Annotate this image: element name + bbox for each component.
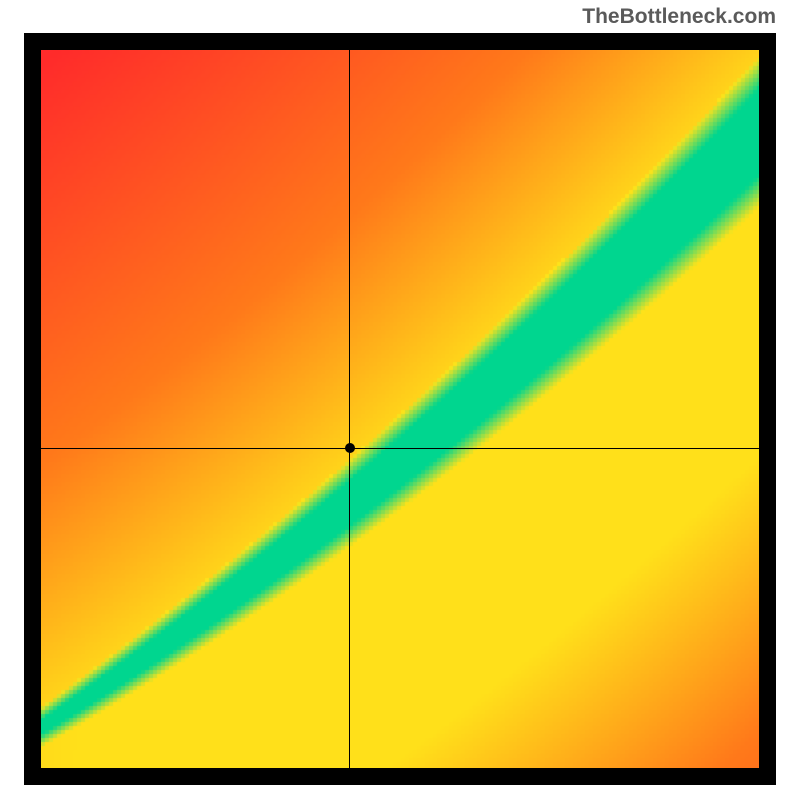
plot-frame xyxy=(24,33,776,785)
crosshair-vertical xyxy=(349,50,350,768)
crosshair-horizontal xyxy=(41,448,759,449)
attribution-text: TheBottleneck.com xyxy=(582,5,776,29)
crosshair-point xyxy=(345,443,355,453)
heatmap-canvas xyxy=(41,50,759,768)
plot-area xyxy=(41,50,759,768)
